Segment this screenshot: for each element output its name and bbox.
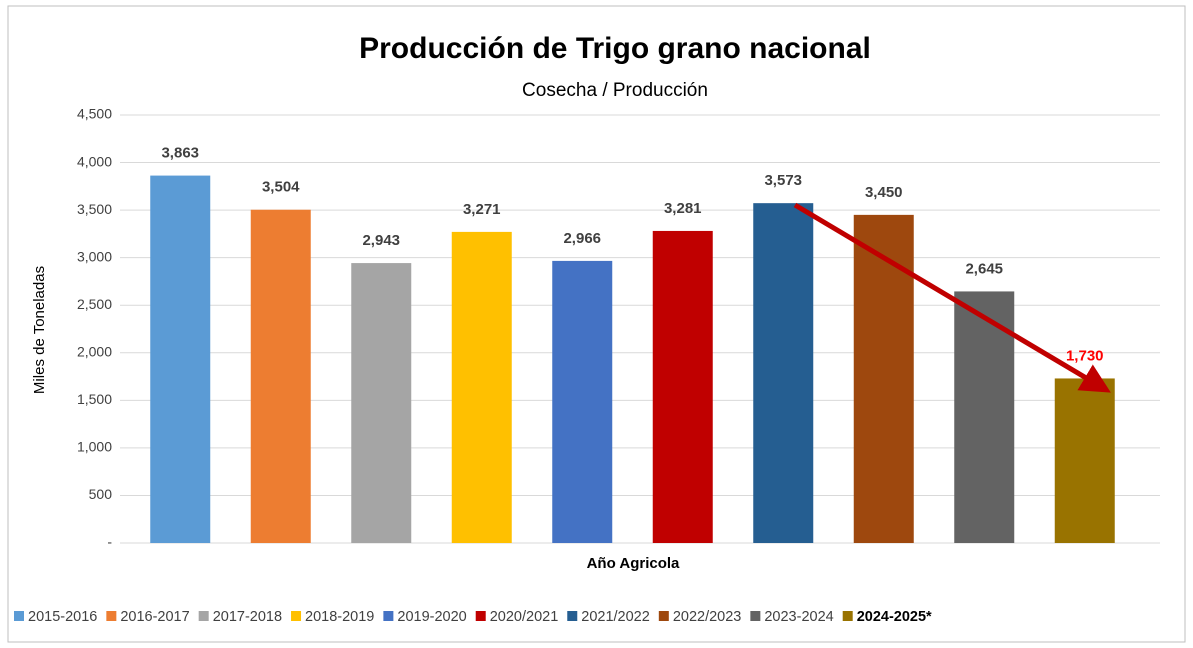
bar [250, 209, 311, 544]
data-label: 1,730 [1066, 347, 1104, 364]
data-label: 3,863 [161, 145, 199, 162]
legend-label: 2020/2021 [490, 609, 559, 625]
legend-label: 2015-2016 [28, 609, 97, 625]
bar [652, 230, 713, 544]
chart-subtitle: Cosecha / Producción [522, 80, 708, 101]
legend-swatch [198, 611, 209, 621]
legend-swatch [291, 611, 302, 621]
bar [351, 263, 412, 543]
legend-label: 2024-2025* [857, 609, 932, 625]
bar [150, 175, 211, 543]
legend-swatch [658, 611, 669, 621]
legend-swatch [475, 611, 486, 621]
y-tick-label: 1,000 [77, 439, 112, 455]
bar [1054, 378, 1115, 543]
data-label: 3,271 [463, 201, 501, 218]
legend-swatch [106, 611, 117, 621]
legend-swatch [567, 611, 578, 621]
data-label: 3,281 [664, 200, 702, 217]
trend-arrow [793, 202, 1111, 393]
bar [853, 214, 914, 543]
legend-swatch [383, 611, 394, 621]
data-label: 2,966 [563, 230, 601, 247]
y-tick-label: - [107, 534, 112, 550]
y-tick-label: 4,000 [77, 153, 112, 169]
legend-label: 2016-2017 [120, 609, 189, 625]
legend-label: 2018-2019 [305, 609, 374, 625]
bar [753, 203, 814, 543]
chart-title: Producción de Trigo grano nacional [359, 32, 871, 65]
data-label: 2,943 [362, 232, 400, 249]
data-label: 3,450 [865, 184, 903, 201]
y-tick-label: 2,000 [77, 343, 112, 359]
legend: 2015-2016 2016-2017 2017-2018 2018-2019 2019… [14, 609, 932, 625]
bar [552, 260, 613, 543]
legend-swatch [14, 611, 24, 621]
y-tick-label: 3,500 [77, 201, 112, 217]
legend-label: 2021/2022 [581, 609, 650, 625]
data-label: 3,573 [764, 172, 802, 189]
bar [451, 231, 512, 544]
data-label: 2,645 [965, 260, 1003, 277]
data-label: 3,504 [262, 179, 300, 196]
y-axis-title: Miles de Toneladas [31, 266, 48, 394]
legend-label: 2017-2018 [213, 609, 282, 625]
legend-label: 2023-2024 [764, 609, 833, 625]
legend-swatch [750, 611, 761, 621]
legend-label: 2019-2020 [397, 609, 466, 625]
y-tick-label: 500 [89, 486, 113, 502]
y-tick-label: 3,000 [77, 248, 112, 264]
legend-label: 2022/2023 [673, 609, 742, 625]
y-tick-label: 2,500 [77, 296, 112, 312]
legend-swatch [842, 611, 853, 621]
y-tick-label: 4,500 [77, 106, 112, 122]
bar [954, 291, 1015, 543]
x-axis-title: Año Agricola [587, 555, 680, 572]
y-tick-label: 1,500 [77, 391, 112, 407]
